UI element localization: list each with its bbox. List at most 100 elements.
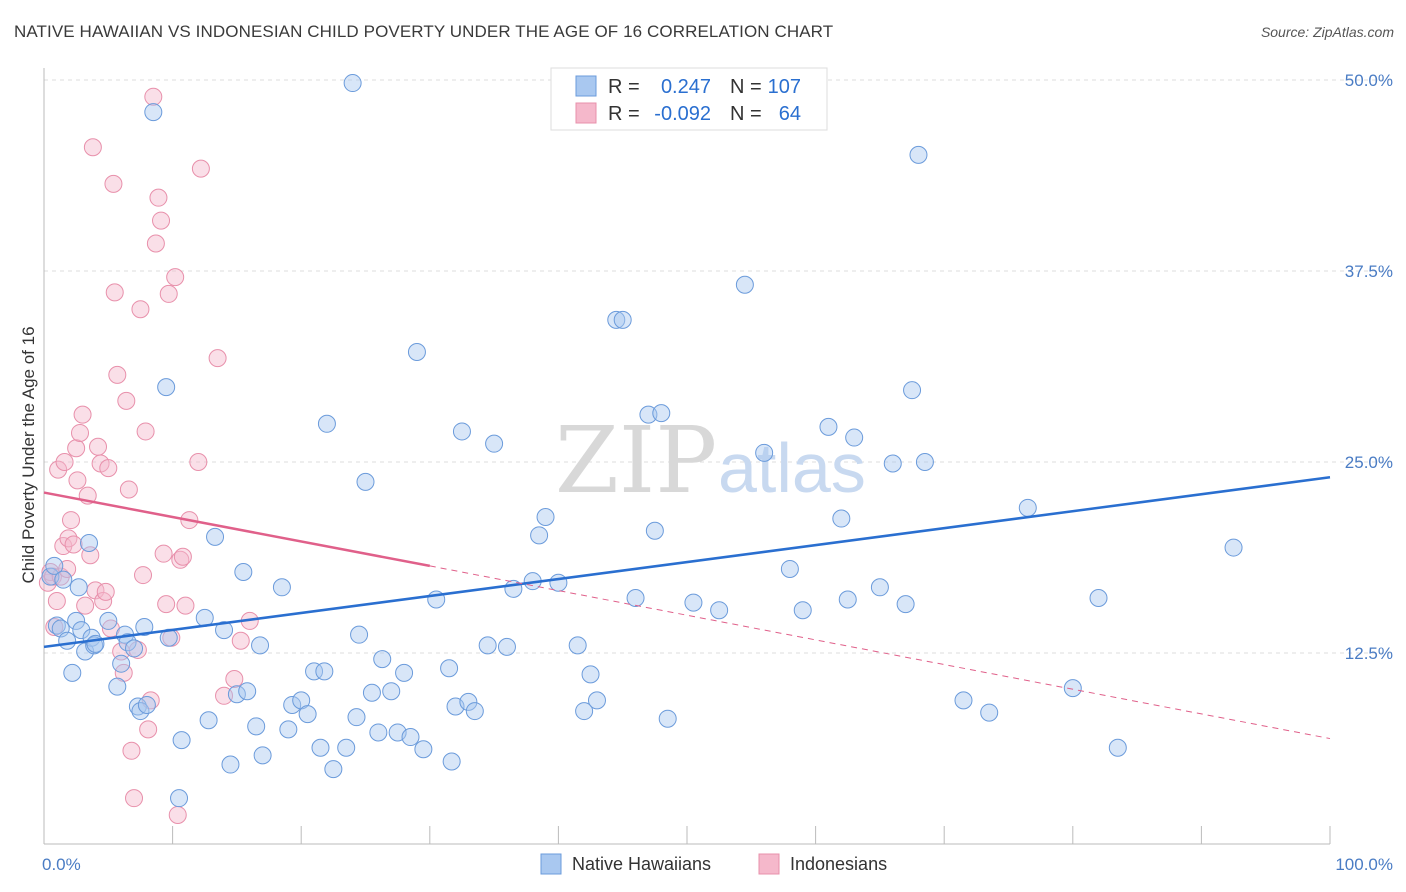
indonesians-point	[225, 669, 244, 688]
indonesians-point	[168, 805, 187, 824]
indonesians-point	[189, 453, 208, 471]
native-hawaiians-point	[549, 573, 568, 592]
legend-r-label-blue: R =	[608, 76, 640, 98]
native-hawaiians-point	[407, 342, 426, 361]
watermark-zip: ZIP	[555, 407, 717, 514]
native-hawaiians-point	[587, 691, 606, 710]
indonesians-point	[166, 268, 185, 287]
native-hawaiians-point	[903, 381, 922, 400]
indonesians-trend-extension	[429, 565, 1331, 740]
trend-lines	[43, 476, 1331, 740]
native-hawaiians-point	[373, 650, 392, 669]
indonesians-points	[38, 87, 259, 824]
legend-n-label-blue: N =	[730, 76, 762, 98]
legend-swatch-blue	[575, 75, 597, 97]
native-hawaiians-point	[658, 709, 677, 728]
axes	[43, 68, 1331, 845]
native-hawaiians-point	[845, 428, 864, 447]
indonesians-point	[146, 234, 165, 253]
indonesians-point	[208, 349, 227, 368]
native-hawaiians-point	[283, 695, 302, 714]
native-hawaiians-point	[735, 275, 754, 294]
native-hawaiians-point	[221, 755, 240, 774]
legend-r-value-pink: -0.092	[654, 103, 711, 125]
native-hawaiians-point	[414, 740, 433, 759]
native-hawaiians-point	[72, 621, 91, 640]
native-hawaiians-point	[135, 618, 154, 637]
native-hawaiians-point	[870, 578, 889, 597]
indonesians-point	[154, 544, 173, 563]
indonesians-point	[176, 596, 195, 615]
native-hawaiians-point	[234, 563, 253, 582]
legend-swatch-indonesians	[758, 853, 780, 875]
native-hawaiians-point	[137, 695, 156, 714]
indonesians-point	[55, 453, 74, 471]
native-hawaiians-point	[170, 789, 189, 808]
native-hawaiians-point	[227, 685, 246, 704]
native-hawaiians-point	[485, 434, 504, 453]
legend-swatch-pink	[575, 102, 597, 124]
x-tick-label: 100.0%	[1335, 855, 1393, 874]
indonesians-trend-line	[43, 491, 431, 568]
native-hawaiians-point	[442, 752, 461, 771]
indonesians-point	[134, 566, 153, 585]
native-hawaiians-point	[206, 527, 225, 546]
native-hawaiians-point	[883, 454, 902, 473]
native-hawaiians-point	[401, 728, 420, 747]
native-hawaiians-point	[157, 378, 176, 397]
native-hawaiians-point	[347, 708, 366, 727]
indonesians-point	[171, 550, 190, 569]
indonesians-point	[51, 567, 70, 586]
native-hawaiians-point	[99, 611, 118, 630]
stats-legend: R = 0.247 N = 107 R = -0.092 N = 64	[550, 67, 828, 131]
indonesians-point	[96, 582, 115, 601]
native-hawaiians-point	[639, 405, 658, 424]
indonesians-point	[149, 188, 168, 207]
native-hawaiians-point	[125, 639, 144, 658]
native-hawaiians-point	[780, 559, 799, 578]
native-hawaiians-point	[279, 720, 298, 739]
y-tick-label: 12.5%	[1345, 644, 1393, 663]
indonesians-point	[119, 480, 138, 499]
native-hawaiians-point	[1063, 679, 1082, 698]
native-hawaiians-point	[58, 631, 77, 650]
indonesians-point	[117, 391, 136, 410]
watermark: ZIP atlas	[555, 407, 866, 514]
native-hawaiians-point	[915, 453, 934, 471]
x-tick-label: 0.0%	[42, 855, 81, 874]
native-hawaiians-point	[819, 417, 838, 436]
native-hawaiians-point	[80, 533, 99, 552]
indonesians-point	[89, 437, 108, 456]
native-hawaiians-point	[478, 636, 497, 655]
native-hawaiians-point	[315, 662, 334, 681]
legend-n-value-pink: 64	[779, 103, 801, 125]
indonesians-point	[47, 592, 66, 611]
native-hawaiians-point	[497, 637, 516, 656]
native-hawaiians-point	[69, 578, 88, 597]
indonesians-point	[104, 174, 123, 193]
native-hawaiians-point	[465, 702, 484, 721]
native-hawaiians-point	[1108, 738, 1127, 757]
native-hawaiians-point	[305, 662, 324, 681]
indonesians-point	[73, 405, 92, 424]
indonesians-point	[159, 284, 178, 303]
native-hawaiians-point	[452, 422, 471, 441]
indonesians-point	[157, 595, 176, 614]
native-hawaiians-point	[298, 705, 317, 724]
native-hawaiians-point	[311, 738, 330, 757]
native-hawaiians-point	[909, 145, 928, 164]
native-hawaiians-point	[575, 702, 594, 721]
indonesians-point	[71, 423, 90, 442]
native-hawaiians-point	[459, 692, 478, 711]
series-legend: Native Hawaiians Indonesians	[540, 853, 887, 875]
native-hawaiians-point	[613, 310, 632, 329]
indonesians-point	[139, 720, 158, 739]
indonesians-point	[108, 365, 127, 384]
native-hawaiians-point	[832, 509, 851, 528]
native-hawaiians-point	[350, 625, 369, 644]
indonesians-point	[144, 87, 163, 106]
native-hawaiians-point	[324, 760, 343, 779]
native-hawaiians-point	[440, 659, 459, 678]
source-label: Source: ZipAtlas.com	[1260, 24, 1394, 40]
native-hawaiians-point	[382, 682, 401, 701]
